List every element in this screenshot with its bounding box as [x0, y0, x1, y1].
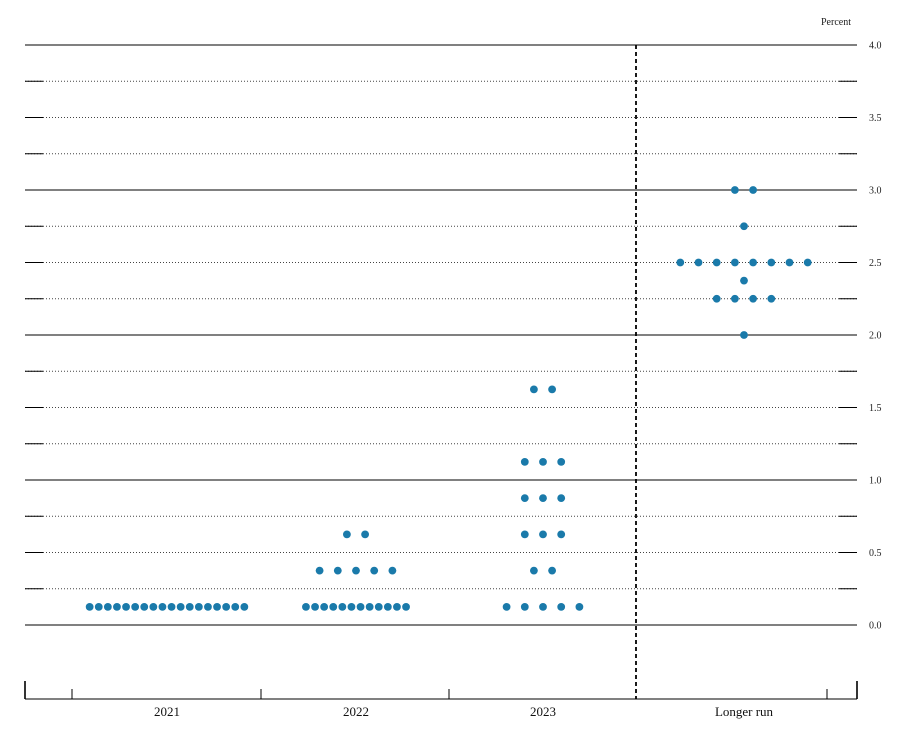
projection-dot	[803, 258, 812, 267]
projection-dot	[539, 530, 547, 539]
y-axis: 0.0 0.5 1.0 1.5 2.0 2.5 3.0 3.5 4.0	[869, 41, 882, 632]
projection-dot	[158, 602, 167, 611]
projection-dot	[329, 602, 338, 611]
projection-dot	[388, 566, 397, 575]
projection-dot	[94, 602, 103, 611]
x-axis: 2021 2022 2023 Longer run	[24, 681, 858, 719]
projection-dot	[740, 276, 748, 285]
projection-dot	[548, 566, 556, 575]
projection-dot	[315, 566, 324, 575]
projection-dot	[347, 602, 356, 611]
projection-dot	[333, 566, 342, 575]
unit-label: Percent	[821, 17, 851, 28]
projection-dot	[712, 294, 721, 303]
projection-dot	[167, 602, 176, 611]
y-tick-label: 0.5	[869, 548, 882, 559]
projection-dot	[85, 602, 94, 611]
projection-dot	[676, 258, 685, 267]
projection-dot	[539, 457, 547, 466]
projection-dot	[383, 602, 392, 611]
projection-dot	[749, 258, 757, 267]
projection-dot	[740, 222, 748, 231]
projection-dot	[113, 602, 121, 611]
projection-dot	[393, 602, 401, 611]
projection-dot	[731, 258, 739, 267]
y-tick-label: 2.0	[869, 331, 882, 342]
projection-dot	[185, 602, 194, 611]
projection-dot	[694, 258, 703, 267]
projection-dot	[338, 602, 347, 611]
projection-dot	[213, 602, 221, 611]
grid-lines	[25, 44, 857, 626]
y-tick-label: 3.0	[869, 186, 882, 197]
y-tick-label: 4.0	[869, 41, 882, 52]
projection-dot	[222, 602, 231, 611]
y-tick-label: 3.5	[869, 113, 882, 124]
y-tick-label: 0.0	[869, 621, 882, 632]
projection-dot	[557, 602, 566, 611]
projection-dot	[767, 258, 776, 267]
projection-dot	[140, 602, 149, 611]
projection-dot	[712, 258, 721, 267]
projection-dot	[352, 566, 360, 575]
projection-dot	[539, 602, 547, 611]
projection-dot	[302, 602, 310, 611]
projection-dot	[530, 566, 538, 575]
y-tick-label: 2.5	[869, 258, 882, 269]
projection-dot	[740, 331, 748, 339]
projection-dot	[520, 530, 529, 539]
projection-dot	[103, 602, 112, 611]
y-tick-label: 1.5	[869, 403, 882, 414]
projection-dot	[502, 602, 511, 611]
projection-dot	[122, 602, 130, 611]
projection-dot	[520, 494, 529, 503]
projection-dot	[520, 602, 529, 611]
projection-dot	[749, 186, 757, 194]
projection-dot	[731, 294, 739, 303]
projection-dot	[539, 494, 547, 503]
projection-dot	[194, 602, 203, 611]
y-tick-label: 1.0	[869, 476, 882, 487]
dots-layer	[85, 186, 812, 611]
projection-dot	[370, 566, 379, 575]
projection-dot	[575, 602, 584, 611]
projection-dot	[311, 602, 319, 611]
projection-dot	[149, 602, 158, 611]
x-category-label: 2023	[530, 704, 556, 719]
x-category-label: 2021	[154, 704, 180, 719]
projection-dot	[785, 258, 794, 267]
projection-dot	[520, 457, 529, 466]
projection-dot	[767, 294, 776, 303]
projection-dot	[548, 385, 556, 394]
projection-dot	[343, 530, 351, 539]
projection-dot	[557, 530, 566, 539]
projection-dot	[365, 602, 374, 611]
x-category-label: 2022	[343, 704, 369, 719]
projection-dot	[320, 602, 329, 611]
projection-dot	[530, 385, 538, 394]
projection-dot	[402, 602, 410, 611]
projection-dot	[176, 602, 185, 611]
projection-dot	[356, 602, 365, 611]
projection-dot	[557, 457, 566, 466]
projection-dot	[557, 494, 566, 503]
projection-dot	[204, 602, 212, 611]
projection-dot	[731, 186, 739, 194]
projection-dot	[749, 294, 757, 303]
x-category-label: Longer run	[715, 704, 774, 719]
projection-dot	[231, 602, 240, 611]
projection-dot	[240, 602, 249, 611]
projection-dot	[361, 530, 369, 539]
projection-dot	[131, 602, 140, 611]
projection-dot	[374, 602, 383, 611]
